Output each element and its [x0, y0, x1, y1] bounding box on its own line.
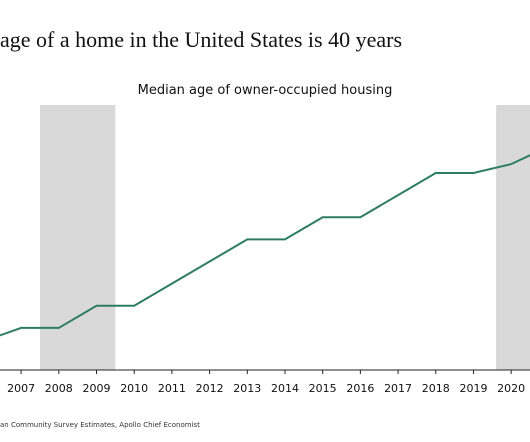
x-tick-label: 2015 — [309, 382, 337, 395]
x-tick-label: 2020 — [497, 382, 525, 395]
x-tick-label: 2007 — [7, 382, 35, 395]
x-tick-label: 2010 — [120, 382, 148, 395]
recession-shade — [39, 105, 116, 370]
chart-title: age of a home in the United States is 40… — [0, 27, 402, 52]
x-tick-label: 2012 — [196, 382, 224, 395]
x-tick-label: 2014 — [271, 382, 299, 395]
data-line — [0, 154, 530, 337]
x-tick-label: 2016 — [346, 382, 374, 395]
x-tick-label: 2018 — [422, 382, 450, 395]
x-tick-label: 2008 — [45, 382, 73, 395]
source-note: an Community Survey Estimates, Apollo Ch… — [0, 421, 200, 429]
x-tick-label: 2011 — [158, 382, 186, 395]
recession-shade — [496, 105, 530, 370]
x-tick-label: 2009 — [83, 382, 111, 395]
chart-subtitle: Median age of owner-occupied housing — [138, 83, 393, 98]
x-tick-label: 2013 — [233, 382, 261, 395]
x-tick-label: 2017 — [384, 382, 412, 395]
x-tick-label: 2019 — [459, 382, 487, 395]
plot-area — [0, 105, 530, 370]
